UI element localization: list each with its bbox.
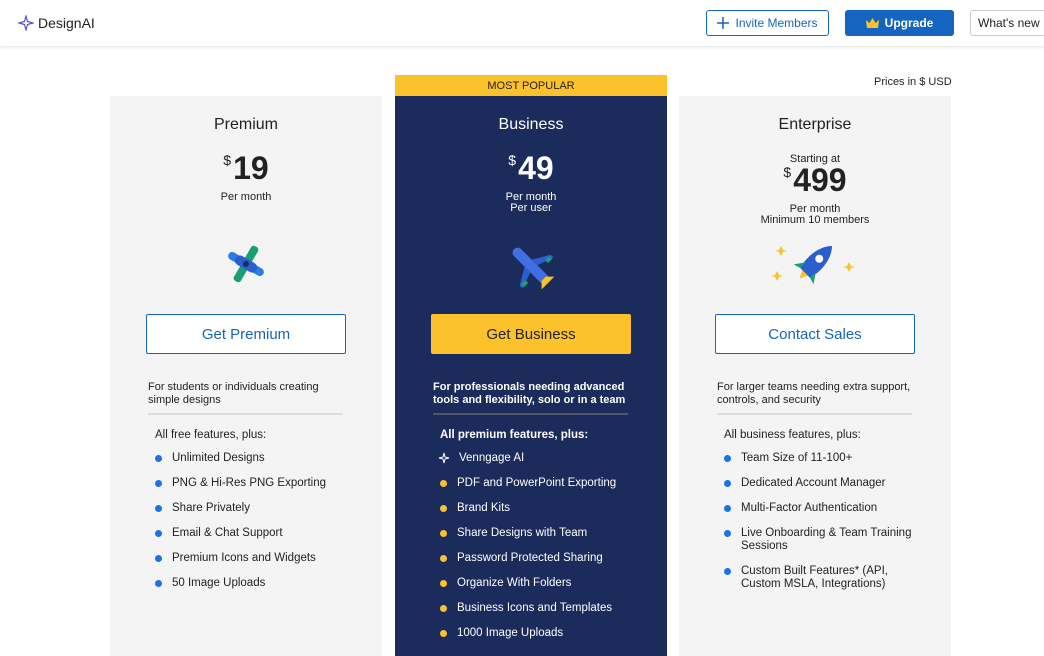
whats-new-button[interactable]: What's new xyxy=(970,10,1044,36)
plan-name: Business xyxy=(498,116,564,133)
features-heading: All free features, plus: xyxy=(155,429,267,441)
currency-note: Prices in $ USD xyxy=(874,76,952,88)
price: $19 xyxy=(110,150,382,187)
price-value: 49 xyxy=(518,150,554,186)
price-period: Per month xyxy=(789,203,841,215)
feature-item: Share Privately xyxy=(155,502,352,515)
currency: $ xyxy=(508,152,517,168)
plan-description: For professionals needing advanced tools… xyxy=(433,381,628,415)
plan-illustration xyxy=(512,247,555,290)
feature-item: Venngage AI xyxy=(438,452,639,465)
price-prefix: Starting at xyxy=(789,153,841,165)
features-heading: All premium features, plus: xyxy=(440,429,589,441)
price-period: Per user xyxy=(510,202,552,214)
feature-item: Unlimited Designs xyxy=(155,452,352,465)
plus-icon xyxy=(717,17,730,29)
feature-item: Share Designs with Team xyxy=(440,527,637,540)
upgrade-button[interactable]: Upgrade xyxy=(845,10,954,36)
invite-button[interactable]: Invite Members xyxy=(706,10,829,36)
plan-illustration xyxy=(771,246,855,285)
price: $49 xyxy=(395,150,667,187)
logo-icon xyxy=(18,15,34,31)
price-value: 499 xyxy=(793,162,847,198)
plan-card: Business $49 Per month Per user Get Business… xyxy=(395,96,667,656)
cta-button[interactable]: Get Business xyxy=(431,314,631,354)
feature-item: Organize With Folders xyxy=(440,577,637,590)
label: Upgrade xyxy=(884,16,934,30)
cta-button[interactable]: Get Premium xyxy=(146,314,346,354)
plan-card: Premium $19 Per month Get Premium For studen… xyxy=(110,96,382,656)
ai-icon xyxy=(438,452,450,464)
currency: $ xyxy=(783,164,792,180)
feature-list: Team Size of 11-100+ Dedicated Account Ma… xyxy=(724,452,921,603)
features-heading: All business features, plus: xyxy=(724,429,861,441)
feature-item: PNG & Hi-Res PNG Exporting xyxy=(155,477,352,490)
badge: MOST POPULAR xyxy=(395,75,667,96)
feature-item: Brand Kits xyxy=(440,502,637,515)
plan-description: For students or individuals creating sim… xyxy=(148,381,343,415)
feature-item: Password Protected Sharing xyxy=(440,552,637,565)
cta-button[interactable]: Contact Sales xyxy=(715,314,915,354)
feature-item: Live Onboarding & Team Training Sessions xyxy=(724,527,921,553)
feature-list: Venngage AI PDF and PowerPoint Exporting B… xyxy=(438,452,639,652)
plan-name: Premium xyxy=(213,116,278,133)
feature-item: 1000 Image Uploads xyxy=(440,627,637,640)
feature-item: Premium Icons and Widgets xyxy=(155,552,352,565)
currency: $ xyxy=(223,152,232,168)
label: What's new xyxy=(978,16,1040,30)
feature-item: Team Size of 11-100+ xyxy=(724,452,921,465)
feature-item: Business Icons and Templates xyxy=(440,602,637,615)
plan-description: For larger teams needing extra support, … xyxy=(717,381,912,415)
feature-item: Custom Built Features* (API, Custom MSLA… xyxy=(724,565,921,591)
plan-illustration xyxy=(228,245,264,283)
feature-item: Email & Chat Support xyxy=(155,527,352,540)
crown-icon xyxy=(865,17,879,28)
plan-name: Enterprise xyxy=(778,116,852,133)
price-value: 19 xyxy=(233,150,269,186)
brand: DesignAI xyxy=(38,15,95,31)
feature-item: Multi-Factor Authentication xyxy=(724,502,921,515)
price-period: Per month xyxy=(220,191,272,203)
feature-item: 50 Image Uploads xyxy=(155,577,352,590)
label: Invite Members xyxy=(735,16,818,30)
plan-card: Enterprise Starting at $499 Per month Minimu… xyxy=(679,96,951,656)
header: DesignAI Invite Members Upgrade What's n… xyxy=(0,0,1044,46)
feature-item: Dedicated Account Manager xyxy=(724,477,921,490)
feature-item: PDF and PowerPoint Exporting xyxy=(440,477,637,490)
feature-list: Unlimited Designs PNG & Hi-Res PNG Export… xyxy=(155,452,352,602)
price: $499 xyxy=(679,162,951,199)
price-period: Per month xyxy=(505,191,557,203)
price-period: Minimum 10 members xyxy=(760,214,870,226)
